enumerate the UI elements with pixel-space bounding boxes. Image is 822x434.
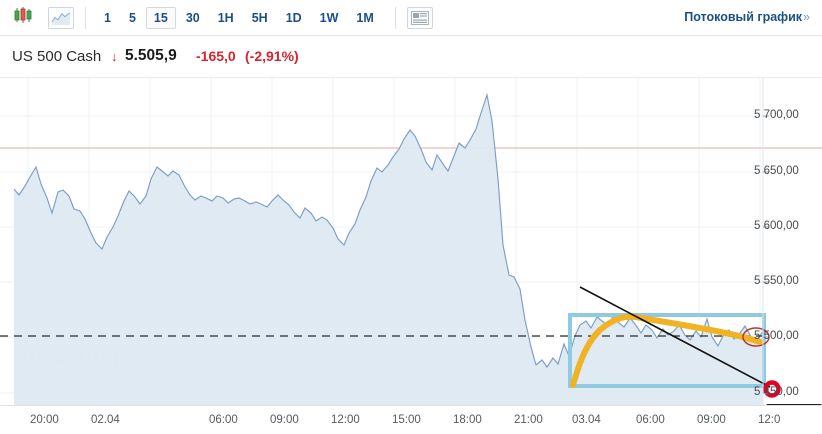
timeframe-5[interactable]: 5 (128, 10, 136, 25)
candlestick-icon (12, 5, 34, 30)
streaming-chart-link[interactable]: Потоковый график» (684, 10, 810, 24)
x-tick-5: 15:00 (392, 414, 421, 426)
price-series (13, 92, 763, 405)
chart-toolbar: 1 5 15 30 1H 5H 1D 1W 1M (0, 0, 822, 36)
y-tick-5700: 5 700,00 (754, 109, 799, 121)
y-tick-5600: 5 600,00 (754, 220, 799, 232)
toolbar-divider-2 (394, 6, 396, 29)
price-area-fill (14, 95, 763, 405)
black-downtrend-arrow-annotation (579, 286, 771, 388)
chevron-right-icon: » (803, 10, 810, 24)
red-target-marker-annotation (763, 380, 781, 398)
price-change: -165,0 (196, 48, 236, 64)
timeframe-list: 1 5 15 30 1H 5H 1D 1W 1M (95, 6, 383, 29)
line-chart-icon (48, 6, 74, 29)
news-layout-icon (406, 6, 433, 29)
yellow-trend-curve-annotation (570, 313, 763, 388)
timeframe-1m[interactable]: 1M (356, 10, 374, 25)
quote-header: US 500 Cash ↓ 5.505,9 -165,0 (-2,91%) Ку… (0, 36, 822, 106)
streaming-chart-label: Потоковый график (684, 10, 803, 24)
y-tick-5500: 5 500,00 (754, 330, 799, 342)
x-tick-11: 12:0 (758, 414, 781, 426)
news-panel-button[interactable] (405, 5, 435, 31)
timeframe-15[interactable]: 15 (145, 6, 176, 29)
candlestick-chart-type-button[interactable] (8, 5, 38, 31)
x-tick-2: 06:00 (209, 414, 238, 426)
price-line (13, 92, 763, 369)
x-tick-7: 21:00 (514, 414, 543, 426)
price-chart[interactable]: Investing.com (0, 78, 822, 434)
timeframe-30[interactable]: 30 (185, 10, 200, 25)
x-tick-8: 03.04 (572, 414, 601, 426)
x-tick-6: 18:00 (453, 414, 482, 426)
y-tick-5550: 5 550,00 (754, 275, 799, 287)
x-axis-band (0, 405, 822, 434)
price-down-arrow-icon: ↓ (111, 49, 118, 64)
timeframe-5h[interactable]: 5H (251, 10, 268, 25)
x-tick-3: 09:00 (270, 414, 299, 426)
line-chart-type-button[interactable] (46, 5, 76, 31)
x-tick-10: 09:00 (697, 414, 726, 426)
y-axis-ticks (763, 115, 769, 394)
toolbar-divider-1 (85, 6, 86, 29)
instrument-name[interactable]: US 500 Cash (12, 48, 102, 65)
chart-canvas (0, 78, 822, 405)
last-price: 5.505,9 (125, 47, 177, 64)
price-change-pct: (-2,91%) (245, 48, 299, 64)
timeframe-1[interactable]: 1 (104, 10, 111, 25)
highlight-box-annotation (568, 313, 766, 388)
x-tick-9: 06:00 (636, 414, 665, 426)
x-tick-1: 02.04 (91, 414, 120, 426)
timeframe-1w[interactable]: 1W (319, 10, 339, 25)
y-tick-5650: 5 650,00 (754, 165, 799, 177)
y-tick-5450: 5 450,00 (754, 386, 799, 398)
x-tick-0: 20:00 (30, 414, 59, 426)
x-tick-4: 12:00 (331, 414, 360, 426)
timeframe-1h[interactable]: 1H (217, 10, 234, 25)
timeframe-1d[interactable]: 1D (285, 10, 302, 25)
